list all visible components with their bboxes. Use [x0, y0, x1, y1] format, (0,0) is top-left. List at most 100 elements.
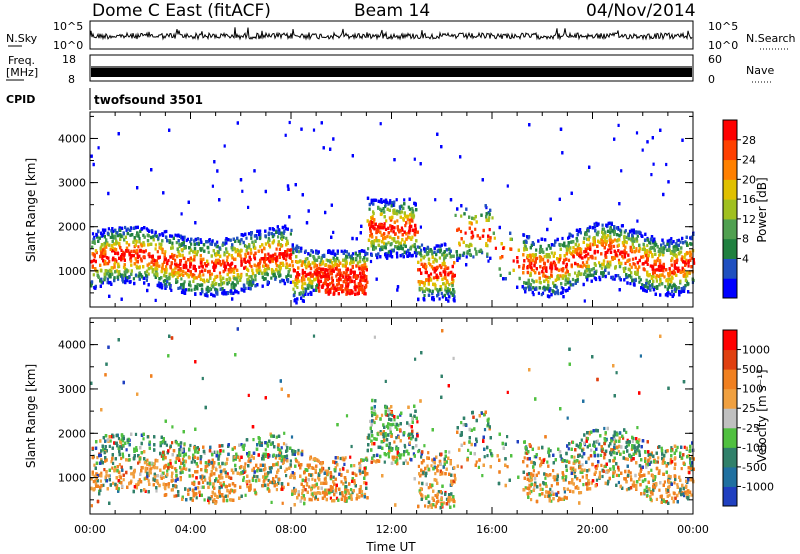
echo-cell	[211, 260, 214, 264]
echo-cell	[120, 253, 124, 257]
echo-cell	[349, 276, 352, 280]
echo-cell	[571, 234, 574, 238]
echo-cell	[320, 270, 323, 274]
echo-cell	[237, 291, 240, 295]
echo-cell	[183, 280, 186, 284]
echo-cell	[567, 258, 571, 262]
echo-cell	[407, 235, 410, 239]
echo-cell	[130, 226, 133, 230]
echo-cell	[684, 275, 687, 279]
echo-cell	[690, 252, 693, 256]
echo-cell	[608, 247, 612, 251]
echo-cell	[464, 231, 467, 235]
echo-cell	[312, 128, 316, 132]
echo-cell	[265, 267, 268, 271]
echo-cell	[429, 272, 433, 276]
echo-cell	[423, 283, 426, 288]
nave-trace	[91, 66, 692, 68]
echo-cell	[487, 259, 490, 263]
echo-cell	[474, 247, 477, 251]
power-data-cells	[90, 120, 696, 305]
echo-cell	[448, 251, 451, 255]
echo-cell	[339, 278, 342, 282]
echo-cell	[641, 283, 644, 287]
echo-cell	[93, 239, 96, 244]
echo-cell	[635, 247, 638, 251]
echo-cell	[407, 205, 410, 209]
echo-cell	[440, 291, 443, 295]
echo-cell	[165, 275, 168, 279]
echo-cell	[167, 258, 170, 263]
echo-cell	[494, 246, 497, 250]
echo-cell	[635, 249, 638, 253]
echo-cell	[240, 257, 243, 261]
echo-cell	[603, 265, 606, 269]
echo-cell	[399, 207, 402, 211]
echo-cell	[223, 264, 226, 268]
echo-cell	[210, 283, 213, 287]
echo-cell	[554, 267, 557, 271]
echo-cell	[301, 293, 304, 297]
echo-cell	[250, 265, 253, 269]
echo-cell	[311, 250, 315, 254]
echo-cell	[137, 245, 140, 249]
echo-cell	[671, 250, 674, 254]
echo-cell	[234, 283, 237, 287]
echo-cell	[670, 241, 673, 245]
echo-cell	[345, 268, 348, 272]
echo-cell	[151, 270, 154, 274]
echo-cell	[587, 252, 590, 256]
echo-cell	[156, 267, 159, 271]
echo-cell	[383, 241, 386, 245]
echo-cell	[545, 247, 548, 251]
echo-cell	[465, 255, 468, 259]
echo-cell	[314, 272, 317, 276]
echo-cell	[413, 251, 416, 255]
echo-cell	[684, 240, 687, 244]
echo-cell	[171, 234, 174, 238]
echo-cell	[175, 241, 178, 245]
echo-cell	[281, 237, 284, 241]
echo-cell	[91, 259, 94, 263]
echo-cell	[112, 266, 115, 270]
echo-cell	[257, 268, 260, 272]
echo-cell	[384, 203, 387, 207]
echo-cell	[491, 216, 494, 220]
echo-cell	[369, 259, 373, 264]
echo-cell	[581, 256, 584, 260]
echo-cell	[560, 286, 563, 290]
echo-cell	[649, 250, 652, 254]
echo-cell	[332, 230, 335, 234]
echo-cell	[456, 253, 459, 257]
echo-cell	[529, 259, 532, 263]
echo-cell	[170, 288, 173, 292]
echo-cell	[301, 268, 304, 272]
echo-cell	[122, 251, 125, 255]
echo-cell	[294, 260, 298, 264]
echo-cell	[247, 286, 250, 290]
echo-cell	[641, 148, 644, 152]
echo-cell	[202, 273, 205, 277]
echo-cell	[612, 244, 616, 248]
nave-tick-top: 60	[708, 53, 722, 66]
echo-cell	[262, 264, 266, 268]
echo-cell	[468, 248, 471, 252]
echo-cell	[642, 286, 645, 290]
echo-cell	[535, 248, 538, 252]
echo-cell	[357, 285, 360, 289]
echo-cell	[173, 262, 177, 266]
echo-cell	[313, 265, 316, 269]
echo-cell	[355, 285, 358, 289]
echo-cell	[403, 214, 407, 218]
echo-cell	[114, 242, 117, 246]
echo-cell	[245, 236, 248, 240]
echo-cell	[337, 259, 340, 263]
echo-cell	[359, 287, 363, 292]
echo-cell	[506, 184, 509, 188]
echo-cell	[649, 264, 652, 268]
echo-cell	[532, 293, 535, 297]
echo-cell	[171, 252, 174, 257]
echo-cell	[681, 255, 684, 259]
echo-cell	[460, 214, 463, 218]
